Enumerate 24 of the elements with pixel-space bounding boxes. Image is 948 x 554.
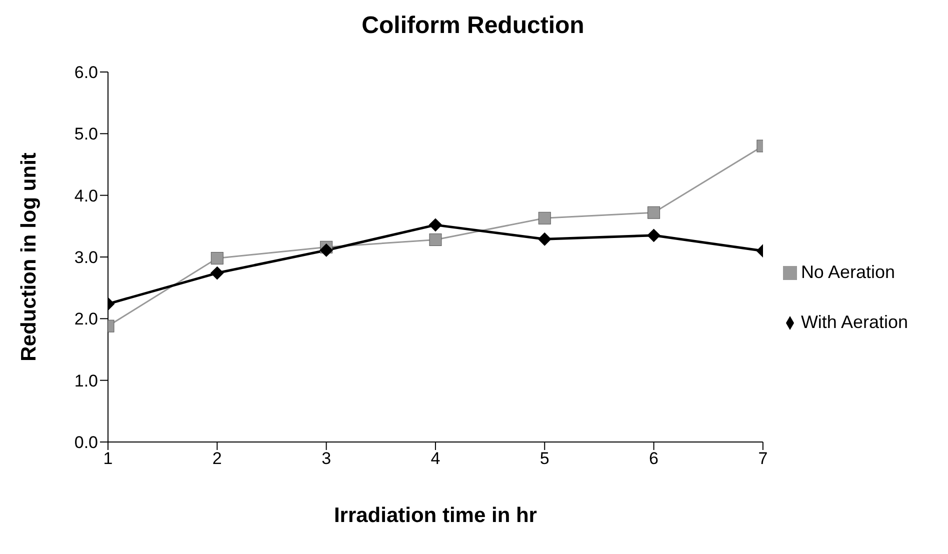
point — [428, 218, 442, 232]
y-tick-label: 6.0 — [74, 63, 98, 82]
x-tick-label: 3 — [322, 449, 332, 468]
chart-title: Coliform Reduction — [360, 12, 586, 41]
point — [429, 233, 442, 246]
x-tick-label: 1 — [103, 449, 113, 468]
x-axis-title: Irradiation time in hr — [334, 504, 537, 527]
y-axis-title: Reduction in log unit — [17, 152, 40, 362]
x-tick-label: 7 — [758, 449, 768, 468]
legend-label: No Aeration — [800, 262, 895, 282]
x-tick-label: 4 — [430, 449, 440, 468]
point — [538, 232, 552, 246]
y-tick-label: 1.0 — [74, 371, 98, 390]
y-tick-label: 0.0 — [74, 433, 98, 452]
y-tick-label: 4.0 — [74, 186, 98, 206]
x-tick-label: 2 — [212, 449, 222, 468]
x-tick-label: 5 — [540, 449, 550, 468]
point — [538, 212, 551, 224]
y-tick-label: 2.0 — [74, 310, 98, 329]
y-tick-label: 3.0 — [74, 248, 98, 268]
point — [320, 244, 333, 257]
x-tick-label: 6 — [649, 449, 659, 468]
y-tick-label: 5.0 — [74, 124, 98, 144]
legend-label: With Aeration — [800, 312, 908, 332]
